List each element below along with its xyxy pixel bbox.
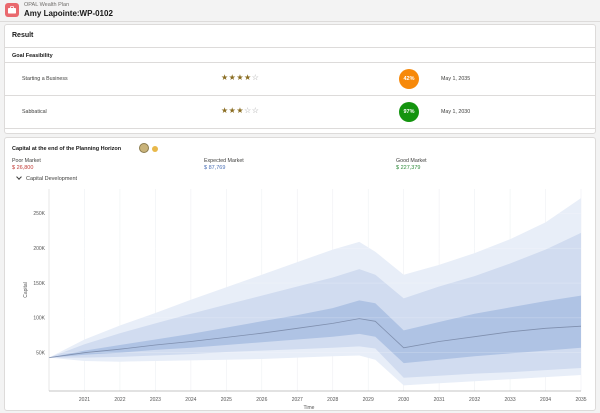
star-rating: ★★★★☆ <box>221 74 259 82</box>
market-label: Expected Market <box>204 158 244 164</box>
divider <box>5 47 595 48</box>
probability-badge: 97% <box>399 102 419 122</box>
capital-card: Capital at the end of the Planning Horiz… <box>4 137 596 411</box>
x-tick-label: 2027 <box>292 397 303 403</box>
x-tick-label: 2026 <box>256 397 267 403</box>
probability-badge: 42% <box>399 69 419 89</box>
expected-market: Expected Market $ 87,769 <box>204 158 244 171</box>
star-icon: ★ <box>221 106 229 115</box>
market-label: Poor Market <box>12 158 41 164</box>
poor-market: Poor Market $ 26,800 <box>12 158 41 171</box>
x-tick-label: 2030 <box>398 397 409 403</box>
header-bar: OPAL Wealth Plan Amy Lapointe:WP-0102 <box>0 0 600 22</box>
y-tick-label: 50K <box>36 350 46 356</box>
x-tick-label: 2022 <box>114 397 125 403</box>
median-line <box>48 318 582 358</box>
goal-name: Sabbatical <box>22 109 47 115</box>
x-tick-label: 2032 <box>469 397 480 403</box>
market-label: Good Market <box>396 158 427 164</box>
y-tick-label: 150K <box>33 281 45 287</box>
capital-chart: 50K 100K 150K 200K 250K 2021 2022 2023 2024 2025 2… <box>23 189 587 411</box>
star-icon: ☆ <box>251 106 260 115</box>
goal-name: Starting a Business <box>22 76 68 82</box>
goal-row[interactable]: Starting a Business ★★★★☆ 42% May 1, 203… <box>5 62 595 95</box>
x-tick-label: 2029 <box>363 397 374 403</box>
star-icon: ★ <box>236 106 245 115</box>
goal-date: May 1, 2035 <box>441 76 471 82</box>
y-axis-label: Capital <box>23 282 29 298</box>
x-tick-label: 2035 <box>575 397 586 403</box>
star-icon: ★ <box>221 73 229 82</box>
avatar <box>139 143 149 153</box>
divider <box>5 128 595 129</box>
goal-date: May 1, 2030 <box>441 109 471 115</box>
x-tick-label: 2033 <box>505 397 516 403</box>
capital-development-toggle[interactable]: Capital Development <box>16 174 78 182</box>
y-tick-label: 250K <box>33 211 45 217</box>
result-heading: Result <box>12 32 34 39</box>
star-icon: ★ <box>236 73 245 82</box>
result-card: Result Goal Feasibility Starting a Busin… <box>4 24 596 134</box>
market-value: $ 227,379 <box>396 165 421 171</box>
band-inner <box>49 295 581 364</box>
goal-feasibility-heading: Goal Feasibility <box>12 53 53 59</box>
app-name: OPAL Wealth Plan <box>24 2 70 8</box>
capital-heading: Capital at the end of the Planning Horiz… <box>12 146 122 152</box>
market-value: $ 87,769 <box>204 165 226 171</box>
star-icon: ★ <box>244 73 252 82</box>
info-icon[interactable] <box>152 146 158 152</box>
capital-development-label: Capital Development <box>26 176 78 182</box>
y-tick-label: 200K <box>33 246 45 252</box>
divider <box>5 95 595 96</box>
x-tick-label: 2028 <box>327 397 338 403</box>
record-title: Amy Lapointe:WP-0102 <box>24 9 113 18</box>
good-market: Good Market $ 227,379 <box>396 158 427 171</box>
x-tick-label: 2031 <box>434 397 445 403</box>
briefcase-icon <box>5 3 19 17</box>
star-icon: ★ <box>228 106 237 115</box>
market-value: $ 26,800 <box>12 165 34 171</box>
x-axis-label: Time <box>304 405 315 411</box>
x-tick-label: 2021 <box>79 397 90 403</box>
y-tick-label: 100K <box>33 316 45 322</box>
star-rating: ★★★☆☆ <box>221 107 259 115</box>
chevron-down-icon <box>16 174 22 180</box>
goal-row[interactable]: Sabbatical ★★★☆☆ 97% May 1, 2030 <box>5 95 595 128</box>
x-tick-label: 2024 <box>185 397 196 403</box>
divider <box>5 62 595 63</box>
x-tick-label: 2034 <box>540 397 551 403</box>
star-icon: ★ <box>228 73 237 82</box>
x-tick-label: 2023 <box>150 397 161 403</box>
star-icon: ☆ <box>251 73 260 82</box>
x-tick-label: 2025 <box>221 397 232 403</box>
star-icon: ☆ <box>244 106 252 115</box>
